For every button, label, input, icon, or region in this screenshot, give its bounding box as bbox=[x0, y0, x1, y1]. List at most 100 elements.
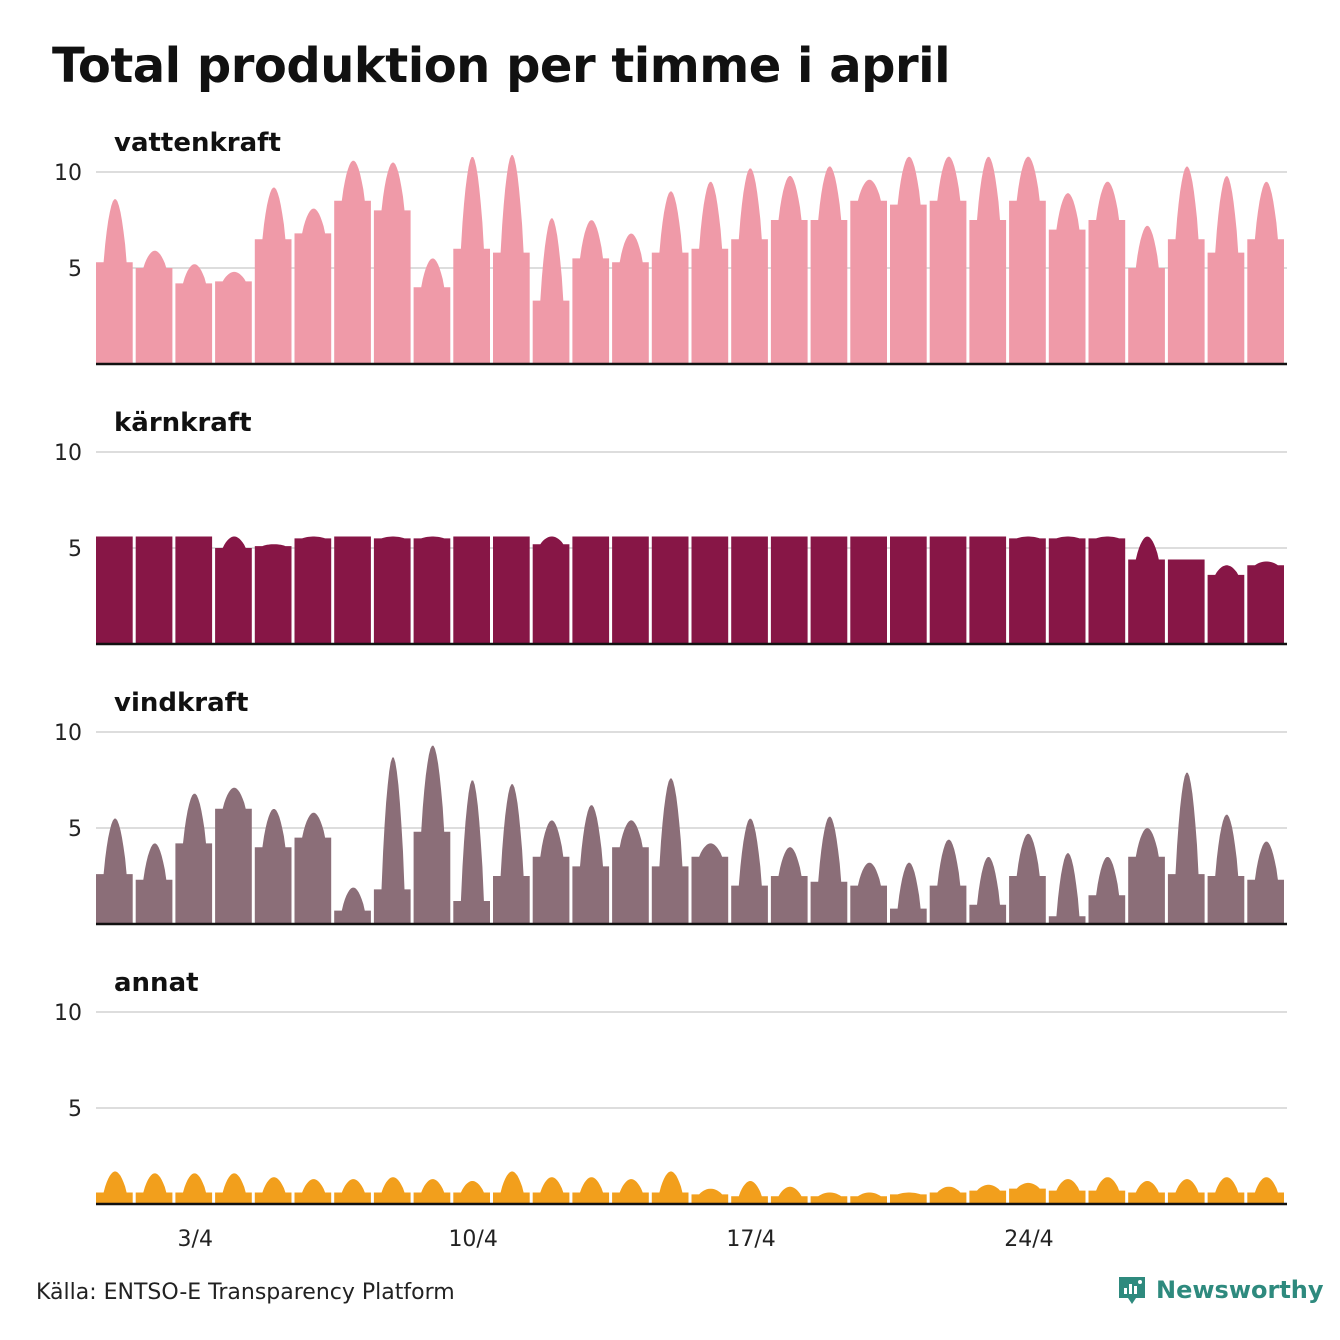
y-tick-label: 10 bbox=[54, 441, 82, 466]
x-tick-label: 10/4 bbox=[448, 1227, 497, 1252]
area-day-12 bbox=[532, 218, 570, 364]
area-day-27 bbox=[1128, 225, 1165, 364]
x-tick-label: 3/4 bbox=[178, 1227, 213, 1252]
area-day-9 bbox=[413, 536, 451, 644]
area-day-1 bbox=[96, 818, 133, 924]
area-day-11 bbox=[493, 784, 530, 924]
area-day-28 bbox=[1167, 559, 1205, 644]
area-day-19 bbox=[810, 1192, 848, 1204]
area-day-13 bbox=[572, 805, 610, 924]
area-day-15 bbox=[651, 191, 689, 364]
area-day-22 bbox=[929, 1186, 967, 1204]
area-day-26 bbox=[1088, 1177, 1126, 1204]
area-day-22 bbox=[929, 536, 967, 644]
area-day-21 bbox=[890, 536, 927, 644]
area-day-22 bbox=[929, 839, 967, 924]
brand-name: Newsworthy bbox=[1156, 1276, 1324, 1304]
area-day-16 bbox=[691, 843, 729, 924]
area-day-4 bbox=[215, 1173, 252, 1204]
area-day-12 bbox=[532, 536, 570, 644]
x-tick-label: 17/4 bbox=[726, 1227, 775, 1252]
area-day-25 bbox=[1048, 853, 1086, 924]
area-day-6 bbox=[294, 812, 332, 924]
area-day-25 bbox=[1048, 193, 1086, 364]
area-day-9 bbox=[413, 745, 451, 924]
source-note: Källa: ENTSO-E Transparency Platform bbox=[36, 1280, 455, 1305]
area-day-14 bbox=[612, 820, 649, 924]
area-day-6 bbox=[294, 1179, 332, 1204]
y-tick-label: 5 bbox=[68, 1097, 82, 1122]
brand-logo: Newsworthy bbox=[1116, 1274, 1324, 1306]
area-day-23 bbox=[969, 1184, 1007, 1204]
y-tick-label: 5 bbox=[68, 817, 82, 842]
area-day-9 bbox=[413, 1179, 451, 1204]
area-day-10 bbox=[453, 536, 490, 644]
area-day-3 bbox=[175, 793, 213, 924]
area-day-27 bbox=[1128, 1181, 1165, 1204]
area-day-18 bbox=[770, 1186, 808, 1204]
y-tick-label: 10 bbox=[54, 1001, 82, 1026]
area-day-9 bbox=[413, 258, 451, 364]
area-day-30 bbox=[1247, 841, 1284, 924]
area-day-11 bbox=[493, 155, 530, 364]
panel-3: 5 10 annat bbox=[54, 968, 1287, 1206]
area-day-18 bbox=[770, 176, 808, 364]
area-day-12 bbox=[532, 1177, 570, 1204]
area-day-24 bbox=[1009, 833, 1046, 924]
area-day-27 bbox=[1128, 536, 1165, 644]
y-tick-label: 5 bbox=[68, 537, 82, 562]
area-day-29 bbox=[1207, 814, 1245, 924]
area-day-19 bbox=[810, 166, 848, 364]
area-day-18 bbox=[770, 536, 808, 644]
area-day-4 bbox=[215, 787, 252, 924]
area-day-6 bbox=[294, 536, 332, 644]
area-day-4 bbox=[215, 271, 252, 364]
area-day-11 bbox=[493, 1171, 530, 1204]
area-day-21 bbox=[890, 862, 927, 924]
area-day-30 bbox=[1247, 181, 1284, 364]
area-day-7 bbox=[334, 536, 371, 644]
area-day-10 bbox=[453, 157, 490, 364]
page-title: Total produktion per timme i april bbox=[52, 38, 951, 94]
panel-2: 5 10 vindkraft bbox=[54, 688, 1287, 926]
area-day-23 bbox=[969, 156, 1007, 364]
area-day-29 bbox=[1207, 565, 1245, 644]
area-day-8 bbox=[373, 162, 411, 364]
area-day-24 bbox=[1009, 1182, 1046, 1204]
area-day-26 bbox=[1088, 181, 1126, 364]
area-day-20 bbox=[850, 536, 887, 644]
area-day-16 bbox=[691, 1188, 729, 1204]
area-day-16 bbox=[691, 536, 729, 644]
area-day-2 bbox=[135, 250, 173, 364]
y-tick-label: 10 bbox=[54, 721, 82, 746]
area-day-28 bbox=[1167, 772, 1205, 924]
area-day-5 bbox=[254, 1177, 292, 1204]
area-day-17 bbox=[731, 1181, 768, 1204]
area-day-5 bbox=[254, 809, 292, 924]
area-day-2 bbox=[135, 843, 173, 924]
area-day-10 bbox=[453, 780, 490, 924]
area-day-3 bbox=[175, 536, 213, 644]
area-day-10 bbox=[453, 1181, 490, 1204]
area-day-20 bbox=[850, 179, 887, 364]
area-day-24 bbox=[1009, 156, 1046, 364]
area-day-30 bbox=[1247, 1177, 1284, 1204]
area-day-26 bbox=[1088, 857, 1126, 924]
area-day-17 bbox=[731, 536, 768, 644]
panel-label: annat bbox=[114, 968, 199, 998]
area-day-15 bbox=[651, 778, 689, 924]
area-day-14 bbox=[612, 536, 649, 644]
panel-label: vattenkraft bbox=[114, 128, 281, 158]
area-day-21 bbox=[890, 156, 927, 364]
panel-label: kärnkraft bbox=[114, 408, 252, 438]
area-day-19 bbox=[810, 816, 848, 924]
area-day-25 bbox=[1048, 536, 1086, 644]
area-day-11 bbox=[493, 536, 530, 644]
area-day-29 bbox=[1207, 176, 1245, 364]
area-day-12 bbox=[532, 820, 570, 924]
area-day-28 bbox=[1167, 166, 1205, 364]
area-day-23 bbox=[969, 857, 1007, 924]
area-day-17 bbox=[731, 818, 768, 924]
area-day-5 bbox=[254, 544, 292, 644]
area-day-5 bbox=[254, 187, 292, 364]
